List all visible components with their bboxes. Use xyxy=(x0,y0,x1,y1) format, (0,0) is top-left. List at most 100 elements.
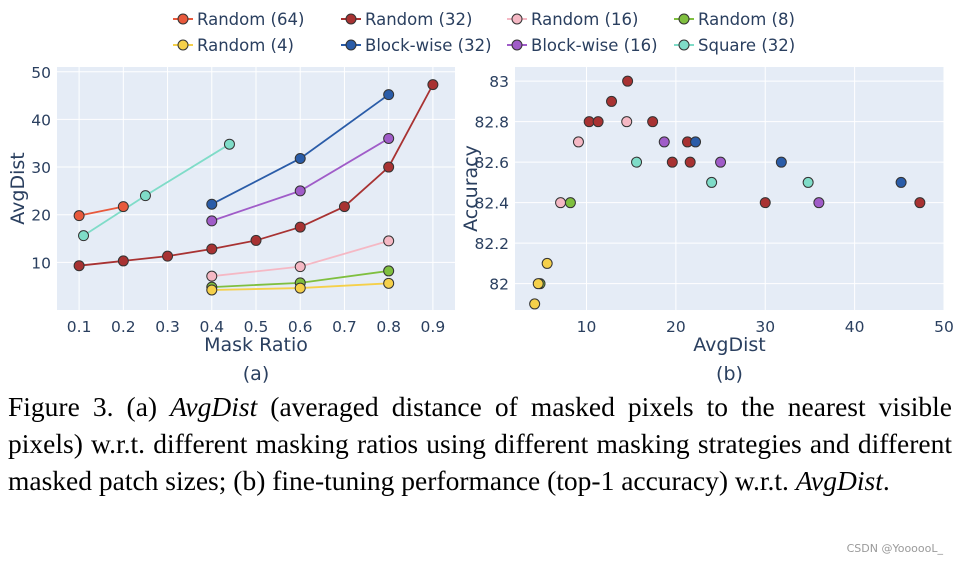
caption-term-a: AvgDist xyxy=(170,391,258,422)
y-tick-label: 82.6 xyxy=(474,154,509,172)
y-tick-label: 82.4 xyxy=(474,195,509,213)
legend-marker xyxy=(345,39,357,51)
data-point xyxy=(383,89,395,101)
legend-label: Block-wise (16) xyxy=(531,36,658,55)
data-point xyxy=(162,250,174,262)
data-point xyxy=(706,176,718,188)
data-point xyxy=(555,197,567,209)
caption-part-a-text: (averaged distance of masked pixels to t… xyxy=(8,391,953,496)
x-tick-label: 0.6 xyxy=(288,318,313,336)
caption-part-b-text: fine-tuning performance (top-1 accuracy)… xyxy=(272,465,789,496)
data-point xyxy=(383,132,395,144)
caption-part-b-marker: (b) xyxy=(233,465,266,496)
x-tick-label: 0.9 xyxy=(421,318,446,336)
x-axis-title: AvgDist xyxy=(693,334,765,356)
panel-label: (a) xyxy=(243,363,269,385)
y-tick-label: 30 xyxy=(31,159,51,177)
legend-label: Block-wise (32) xyxy=(365,36,492,55)
caption-end: . xyxy=(882,465,890,496)
legend-label: Random (64) xyxy=(197,10,304,29)
y-tick-label: 40 xyxy=(31,111,51,129)
data-point xyxy=(383,277,395,289)
series-line xyxy=(78,205,124,217)
data-point xyxy=(759,197,771,209)
data-point xyxy=(427,79,439,91)
figure-caption: Figure 3. (a) AvgDist (averaged distance… xyxy=(8,388,952,499)
legend-marker xyxy=(345,13,357,25)
x-tick-label: 0.3 xyxy=(155,318,180,336)
y-tick-label: 82.8 xyxy=(474,114,509,132)
data-point xyxy=(647,116,659,128)
data-point xyxy=(690,136,702,148)
legend-marker xyxy=(678,39,690,51)
data-point xyxy=(813,197,825,209)
y-axis-title: Accuracy xyxy=(460,145,482,232)
data-point xyxy=(338,201,350,213)
y-tick-label: 83 xyxy=(489,73,509,91)
data-point xyxy=(294,261,306,273)
data-point xyxy=(294,221,306,233)
data-point xyxy=(294,185,306,197)
x-tick-label: 0.1 xyxy=(67,318,92,336)
y-tick-label: 10 xyxy=(31,254,51,272)
legend-label: Random (8) xyxy=(698,10,795,29)
data-point xyxy=(117,201,129,213)
caption-term-b: AvgDist xyxy=(795,465,883,496)
data-point xyxy=(564,197,576,209)
legend-marker xyxy=(177,39,189,51)
data-point xyxy=(532,278,544,290)
data-point xyxy=(622,75,634,87)
legend-label: Random (4) xyxy=(197,36,294,55)
y-tick-label: 50 xyxy=(31,64,51,82)
plot-area-right xyxy=(515,67,944,310)
data-point xyxy=(294,282,306,294)
x-tick-label: 0.5 xyxy=(244,318,269,336)
data-point xyxy=(775,156,787,168)
data-point xyxy=(621,116,633,128)
data-point xyxy=(73,210,85,222)
data-point xyxy=(666,156,678,168)
data-point xyxy=(684,156,696,168)
x-tick-label: 0.7 xyxy=(332,318,357,336)
data-point xyxy=(914,197,926,209)
data-point xyxy=(572,136,584,148)
data-point xyxy=(294,152,306,164)
y-axis-title: AvgDist xyxy=(7,152,29,224)
x-tick-label: 0.4 xyxy=(199,318,224,336)
data-point xyxy=(541,257,553,269)
x-tick-label: 40 xyxy=(845,318,865,336)
data-point xyxy=(139,190,151,202)
x-axis-title: Mask Ratio xyxy=(204,334,308,356)
data-point xyxy=(206,215,218,227)
data-point xyxy=(631,156,643,168)
data-point xyxy=(73,260,85,272)
x-tick-label: 0.8 xyxy=(376,318,401,336)
data-point xyxy=(658,136,670,148)
x-tick-label: 10 xyxy=(577,318,597,336)
data-point xyxy=(206,198,218,210)
legend-label: Random (32) xyxy=(365,10,472,29)
x-tick-label: 0.2 xyxy=(111,318,136,336)
data-point xyxy=(206,270,218,282)
chart-canvas: Random (64) Random (32) Random (16) Random … xyxy=(7,10,954,385)
legend-label: Random (16) xyxy=(531,10,638,29)
data-point xyxy=(592,116,604,128)
x-tick-label: 50 xyxy=(934,318,954,336)
watermark: CSDN @YoooooL_ xyxy=(846,542,943,555)
x-tick-label: 20 xyxy=(666,318,686,336)
data-point xyxy=(606,95,618,107)
x-tick-label: 30 xyxy=(755,318,775,336)
y-tick-label: 20 xyxy=(31,207,51,225)
y-tick-label: 82.2 xyxy=(474,235,509,253)
data-point xyxy=(383,161,395,173)
legend-marker xyxy=(511,13,523,25)
caption-label: Figure 3. xyxy=(8,391,114,422)
legend-label: Square (32) xyxy=(698,36,795,55)
data-point xyxy=(529,298,541,310)
legend-marker xyxy=(177,13,189,25)
data-point xyxy=(383,265,395,277)
caption-part-a-marker: (a) xyxy=(126,391,158,422)
data-point xyxy=(895,176,907,188)
data-point xyxy=(206,243,218,255)
